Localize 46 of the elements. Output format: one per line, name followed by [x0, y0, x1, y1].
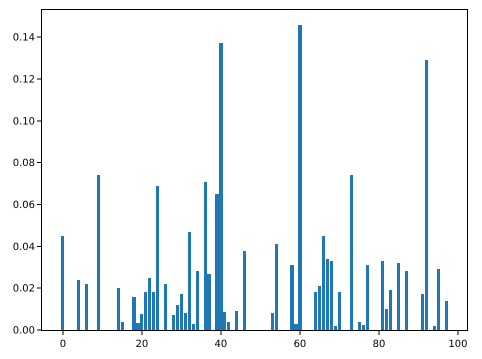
bar — [275, 244, 278, 330]
bar — [180, 294, 183, 330]
x-tick-label: 80 — [372, 339, 386, 350]
bar — [85, 284, 88, 330]
bar — [164, 284, 167, 330]
bar — [204, 182, 207, 330]
bar — [156, 186, 159, 330]
y-tick-label: 0.10 — [12, 116, 35, 128]
bar — [97, 175, 100, 330]
bar — [397, 263, 400, 330]
y-tick-label: 0.08 — [12, 158, 35, 170]
bar — [117, 288, 120, 330]
bar — [437, 269, 440, 330]
y-tick-label: 0.12 — [12, 74, 35, 86]
bar — [338, 292, 341, 330]
x-tick-label: 60 — [294, 339, 306, 350]
bar — [132, 297, 136, 330]
bar — [389, 290, 392, 330]
bar — [358, 322, 361, 330]
bar — [290, 265, 294, 330]
x-tick-label: 40 — [214, 339, 228, 350]
y-tick-label: 0.14 — [12, 32, 35, 44]
bar — [196, 271, 199, 330]
bar — [235, 311, 238, 330]
x-tick-label: 0 — [60, 339, 66, 350]
bar — [322, 236, 325, 330]
bar — [188, 232, 191, 330]
y-tick-label: 0.02 — [12, 284, 35, 295]
bar — [405, 271, 408, 330]
bar — [148, 278, 151, 330]
bar — [381, 261, 384, 330]
bar — [77, 280, 80, 330]
bar — [350, 175, 353, 330]
bar — [330, 261, 333, 330]
y-tick-label: 0.00 — [12, 326, 35, 336]
bar — [366, 265, 369, 330]
bar — [219, 43, 223, 330]
bar — [61, 236, 64, 330]
x-tick-label: 20 — [136, 339, 148, 350]
bar — [243, 251, 246, 330]
bar — [445, 301, 448, 330]
x-tick-label: 100 — [448, 339, 468, 350]
y-tick-label: 0.04 — [12, 242, 35, 253]
bar — [425, 60, 428, 330]
bar — [298, 25, 302, 330]
y-tick-label: 0.06 — [12, 200, 35, 212]
